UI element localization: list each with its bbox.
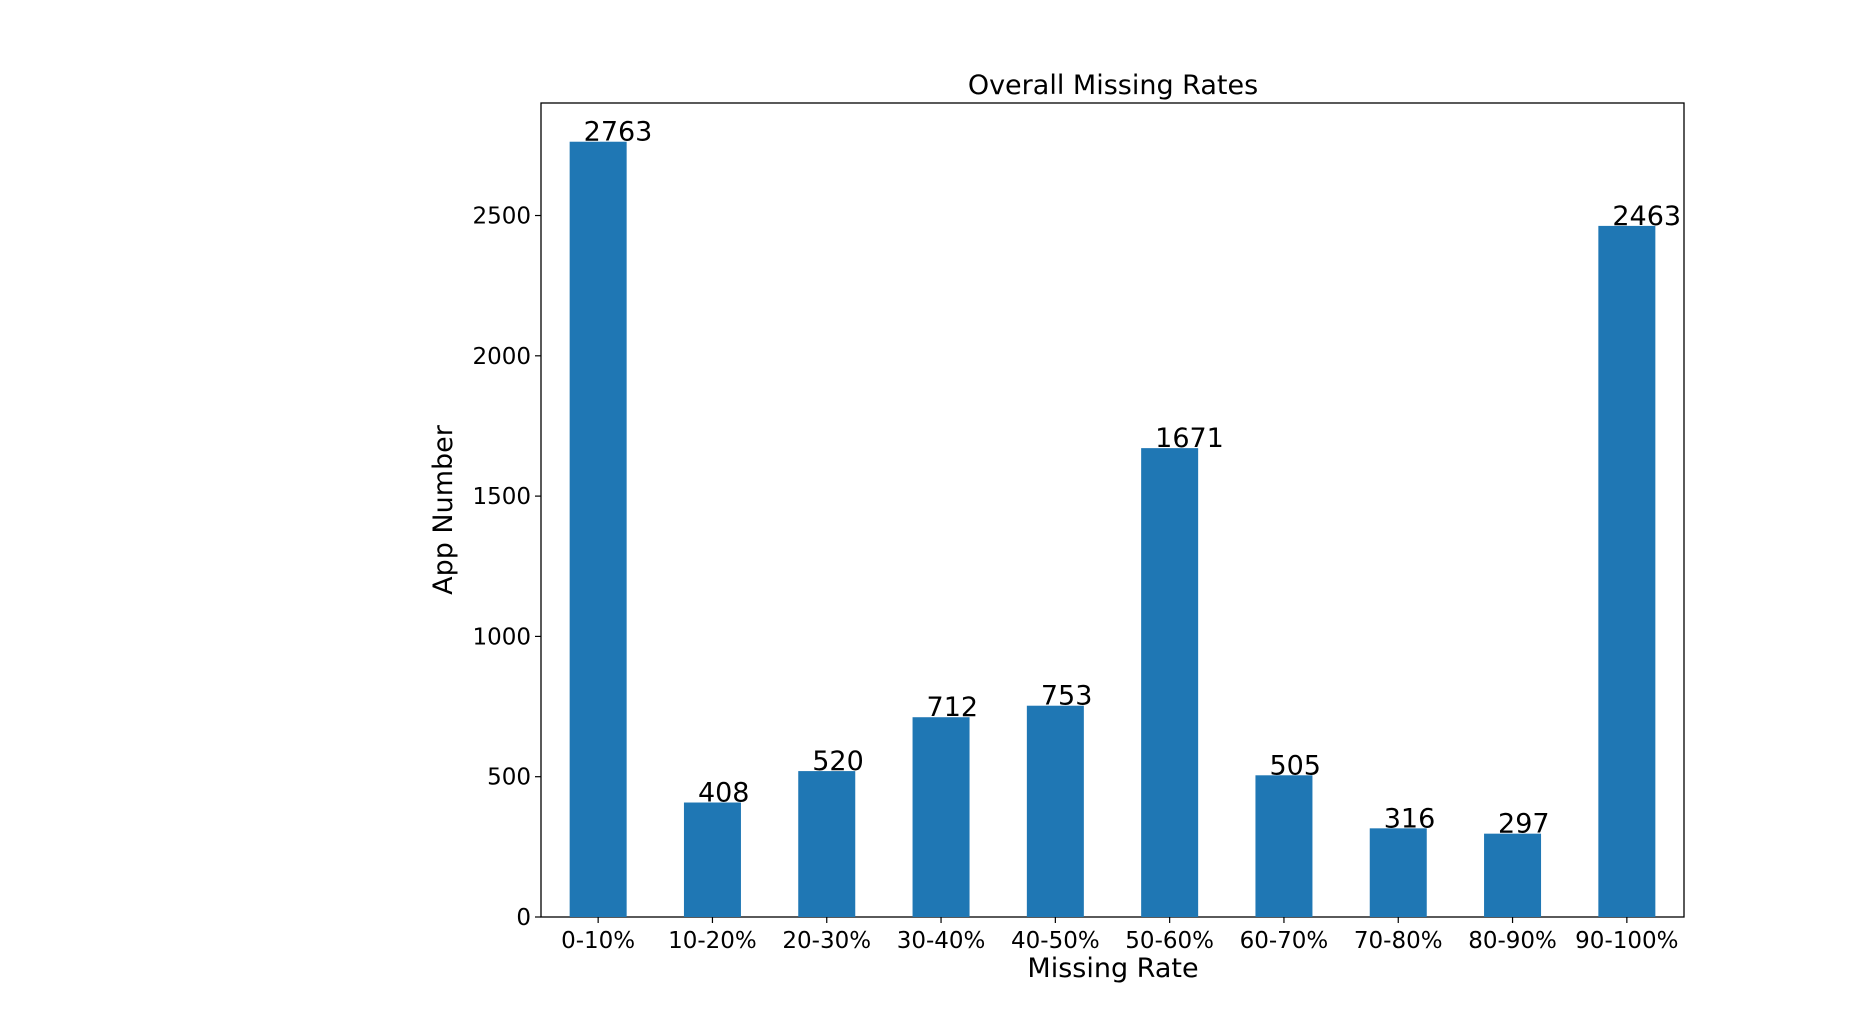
value-label-60-70%: 505 <box>1269 750 1321 781</box>
value-label-10-20%: 408 <box>698 778 750 809</box>
x-tick-label-80-90%: 80-90% <box>1468 928 1557 954</box>
value-label-80-90%: 297 <box>1498 809 1550 840</box>
plot-frame <box>540 102 1685 918</box>
x-tick-label-30-40%: 30-40% <box>897 928 986 954</box>
bar-40-50% <box>1026 705 1084 917</box>
y-axis: 0 500 1000 1500 2000 2500 <box>472 204 541 931</box>
x-tick-label-50-60%: 50-60% <box>1125 928 1214 954</box>
x-axis-label: Missing Rate <box>1027 953 1198 984</box>
bar-0-10% <box>569 141 627 918</box>
value-label-50-60%: 1671 <box>1155 423 1224 454</box>
bars-layer <box>569 141 1656 918</box>
bar-70-80% <box>1369 828 1427 917</box>
bar-90-100% <box>1598 225 1656 918</box>
value-label-90-100%: 2463 <box>1612 201 1681 232</box>
bar-60-70% <box>1255 775 1313 917</box>
x-tick-label-90-100%: 90-100% <box>1575 928 1678 954</box>
value-label-70-80%: 316 <box>1384 803 1436 834</box>
x-tick-label-0-10%: 0-10% <box>561 928 635 954</box>
value-label-0-10%: 2763 <box>584 117 653 148</box>
bar-10-20% <box>683 802 741 917</box>
value-label-20-30%: 520 <box>812 746 864 777</box>
x-tick-label-60-70%: 60-70% <box>1240 928 1329 954</box>
x-tick-label-10-20%: 10-20% <box>668 928 757 954</box>
y-tick-label-500: 500 <box>487 765 531 791</box>
value-label-30-40%: 712 <box>927 692 979 723</box>
y-tick-label-1000: 1000 <box>472 624 531 650</box>
x-tick-label-40-50%: 40-50% <box>1011 928 1100 954</box>
y-tick-label-2500: 2500 <box>472 204 531 230</box>
value-label-40-50%: 753 <box>1041 681 1093 712</box>
x-tick-label-70-80%: 70-80% <box>1354 928 1443 954</box>
bar-30-40% <box>912 717 970 917</box>
y-tick-label-1500: 1500 <box>472 484 531 510</box>
bar-50-60% <box>1141 448 1199 917</box>
y-axis-label: App Number <box>428 424 459 595</box>
value-labels-layer: 2763 408 520 712 753 1671 505 316 297 2463 <box>584 117 1681 840</box>
y-tick-label-0: 0 <box>516 905 531 931</box>
y-tick-label-2000: 2000 <box>472 344 531 370</box>
bar-20-30% <box>798 771 856 917</box>
x-tick-label-20-30%: 20-30% <box>782 928 871 954</box>
chart-title: Overall Missing Rates <box>968 70 1258 101</box>
bar-80-90% <box>1484 833 1542 917</box>
x-axis: 0-10% 10-20% 20-30% 30-40% 40-50% 50-60% 60-70… <box>561 917 1679 954</box>
